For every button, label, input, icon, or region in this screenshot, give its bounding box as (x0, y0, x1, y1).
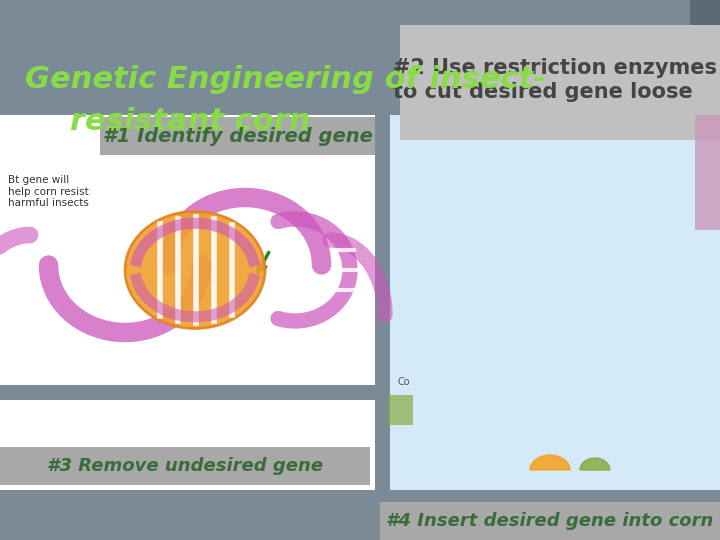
Polygon shape (530, 455, 570, 470)
FancyBboxPatch shape (375, 70, 390, 490)
FancyBboxPatch shape (388, 395, 413, 425)
FancyBboxPatch shape (690, 0, 720, 270)
FancyBboxPatch shape (0, 385, 375, 400)
Text: #4 Insert desired gene into corn: #4 Insert desired gene into corn (387, 512, 714, 530)
FancyBboxPatch shape (100, 117, 375, 155)
Polygon shape (580, 458, 610, 470)
Text: Co: Co (398, 377, 410, 387)
Text: #1 Identify desired gene: #1 Identify desired gene (103, 126, 373, 145)
FancyBboxPatch shape (390, 115, 720, 490)
FancyBboxPatch shape (380, 502, 720, 540)
Polygon shape (125, 212, 265, 328)
FancyBboxPatch shape (0, 400, 375, 490)
Text: #3 Remove undesired gene: #3 Remove undesired gene (47, 457, 323, 475)
FancyBboxPatch shape (0, 115, 375, 385)
FancyBboxPatch shape (695, 115, 720, 230)
Text: #2 Use restriction enzymes
to cut desired gene loose: #2 Use restriction enzymes to cut desire… (393, 58, 717, 102)
Text: resistant corn: resistant corn (70, 107, 310, 137)
FancyBboxPatch shape (0, 447, 370, 485)
FancyBboxPatch shape (400, 25, 720, 140)
Text: Bt gene will
help corn resist
harmful insects: Bt gene will help corn resist harmful in… (8, 175, 89, 208)
Text: Genetic Engineering of insect-: Genetic Engineering of insect- (25, 65, 546, 94)
